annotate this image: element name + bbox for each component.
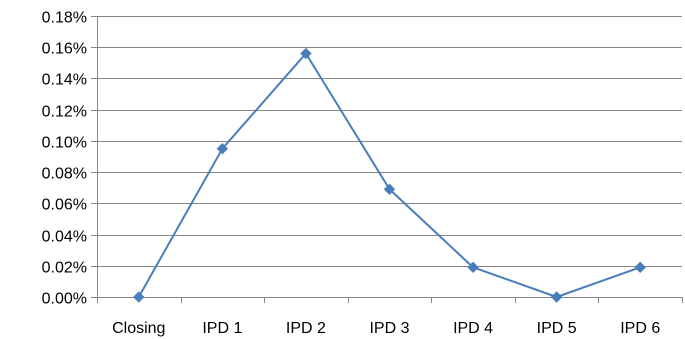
y-tick-label: 0.08% xyxy=(42,166,87,183)
x-tick-label: Closing xyxy=(112,320,165,337)
x-tick-label: IPD 3 xyxy=(369,320,409,337)
x-tick-label: IPD 4 xyxy=(453,320,493,337)
y-tick-label: 0.00% xyxy=(42,291,87,308)
data-point-marker xyxy=(300,47,312,60)
x-axis-tick-labels: Closing IPD 1 IPD 2 IPD 3 IPD 4 IPD 5 IPD 6 xyxy=(112,320,660,337)
y-tick-label: 0.06% xyxy=(42,197,87,214)
y-tick-label: 0.02% xyxy=(42,260,87,277)
data-point-marker xyxy=(216,142,229,155)
y-tick-label: 0.18% xyxy=(42,10,87,27)
y-tick-label: 0.10% xyxy=(42,135,87,152)
y-tick-label: 0.12% xyxy=(42,104,87,121)
axes xyxy=(97,16,683,303)
series-line xyxy=(137,52,641,298)
gridlines xyxy=(91,16,682,298)
x-tick-label: IPD 6 xyxy=(620,320,660,337)
series-layer xyxy=(133,47,646,303)
data-point-marker xyxy=(133,291,145,303)
x-tick-label: IPD 1 xyxy=(202,320,242,337)
y-axis-tick-labels: 0.00% 0.02% 0.04% 0.06% 0.08% 0.10% 0.12% 0.14%… xyxy=(42,10,87,308)
x-tick-label: IPD 2 xyxy=(286,320,326,337)
data-point-marker xyxy=(550,291,563,303)
y-tick-label: 0.04% xyxy=(42,229,87,246)
y-tick-label: 0.14% xyxy=(42,72,87,89)
data-point-marker xyxy=(383,183,396,195)
x-tick-label: IPD 5 xyxy=(537,320,577,337)
data-point-marker xyxy=(467,261,479,274)
y-tick-label: 0.16% xyxy=(42,41,87,58)
data-point-marker xyxy=(634,261,646,274)
